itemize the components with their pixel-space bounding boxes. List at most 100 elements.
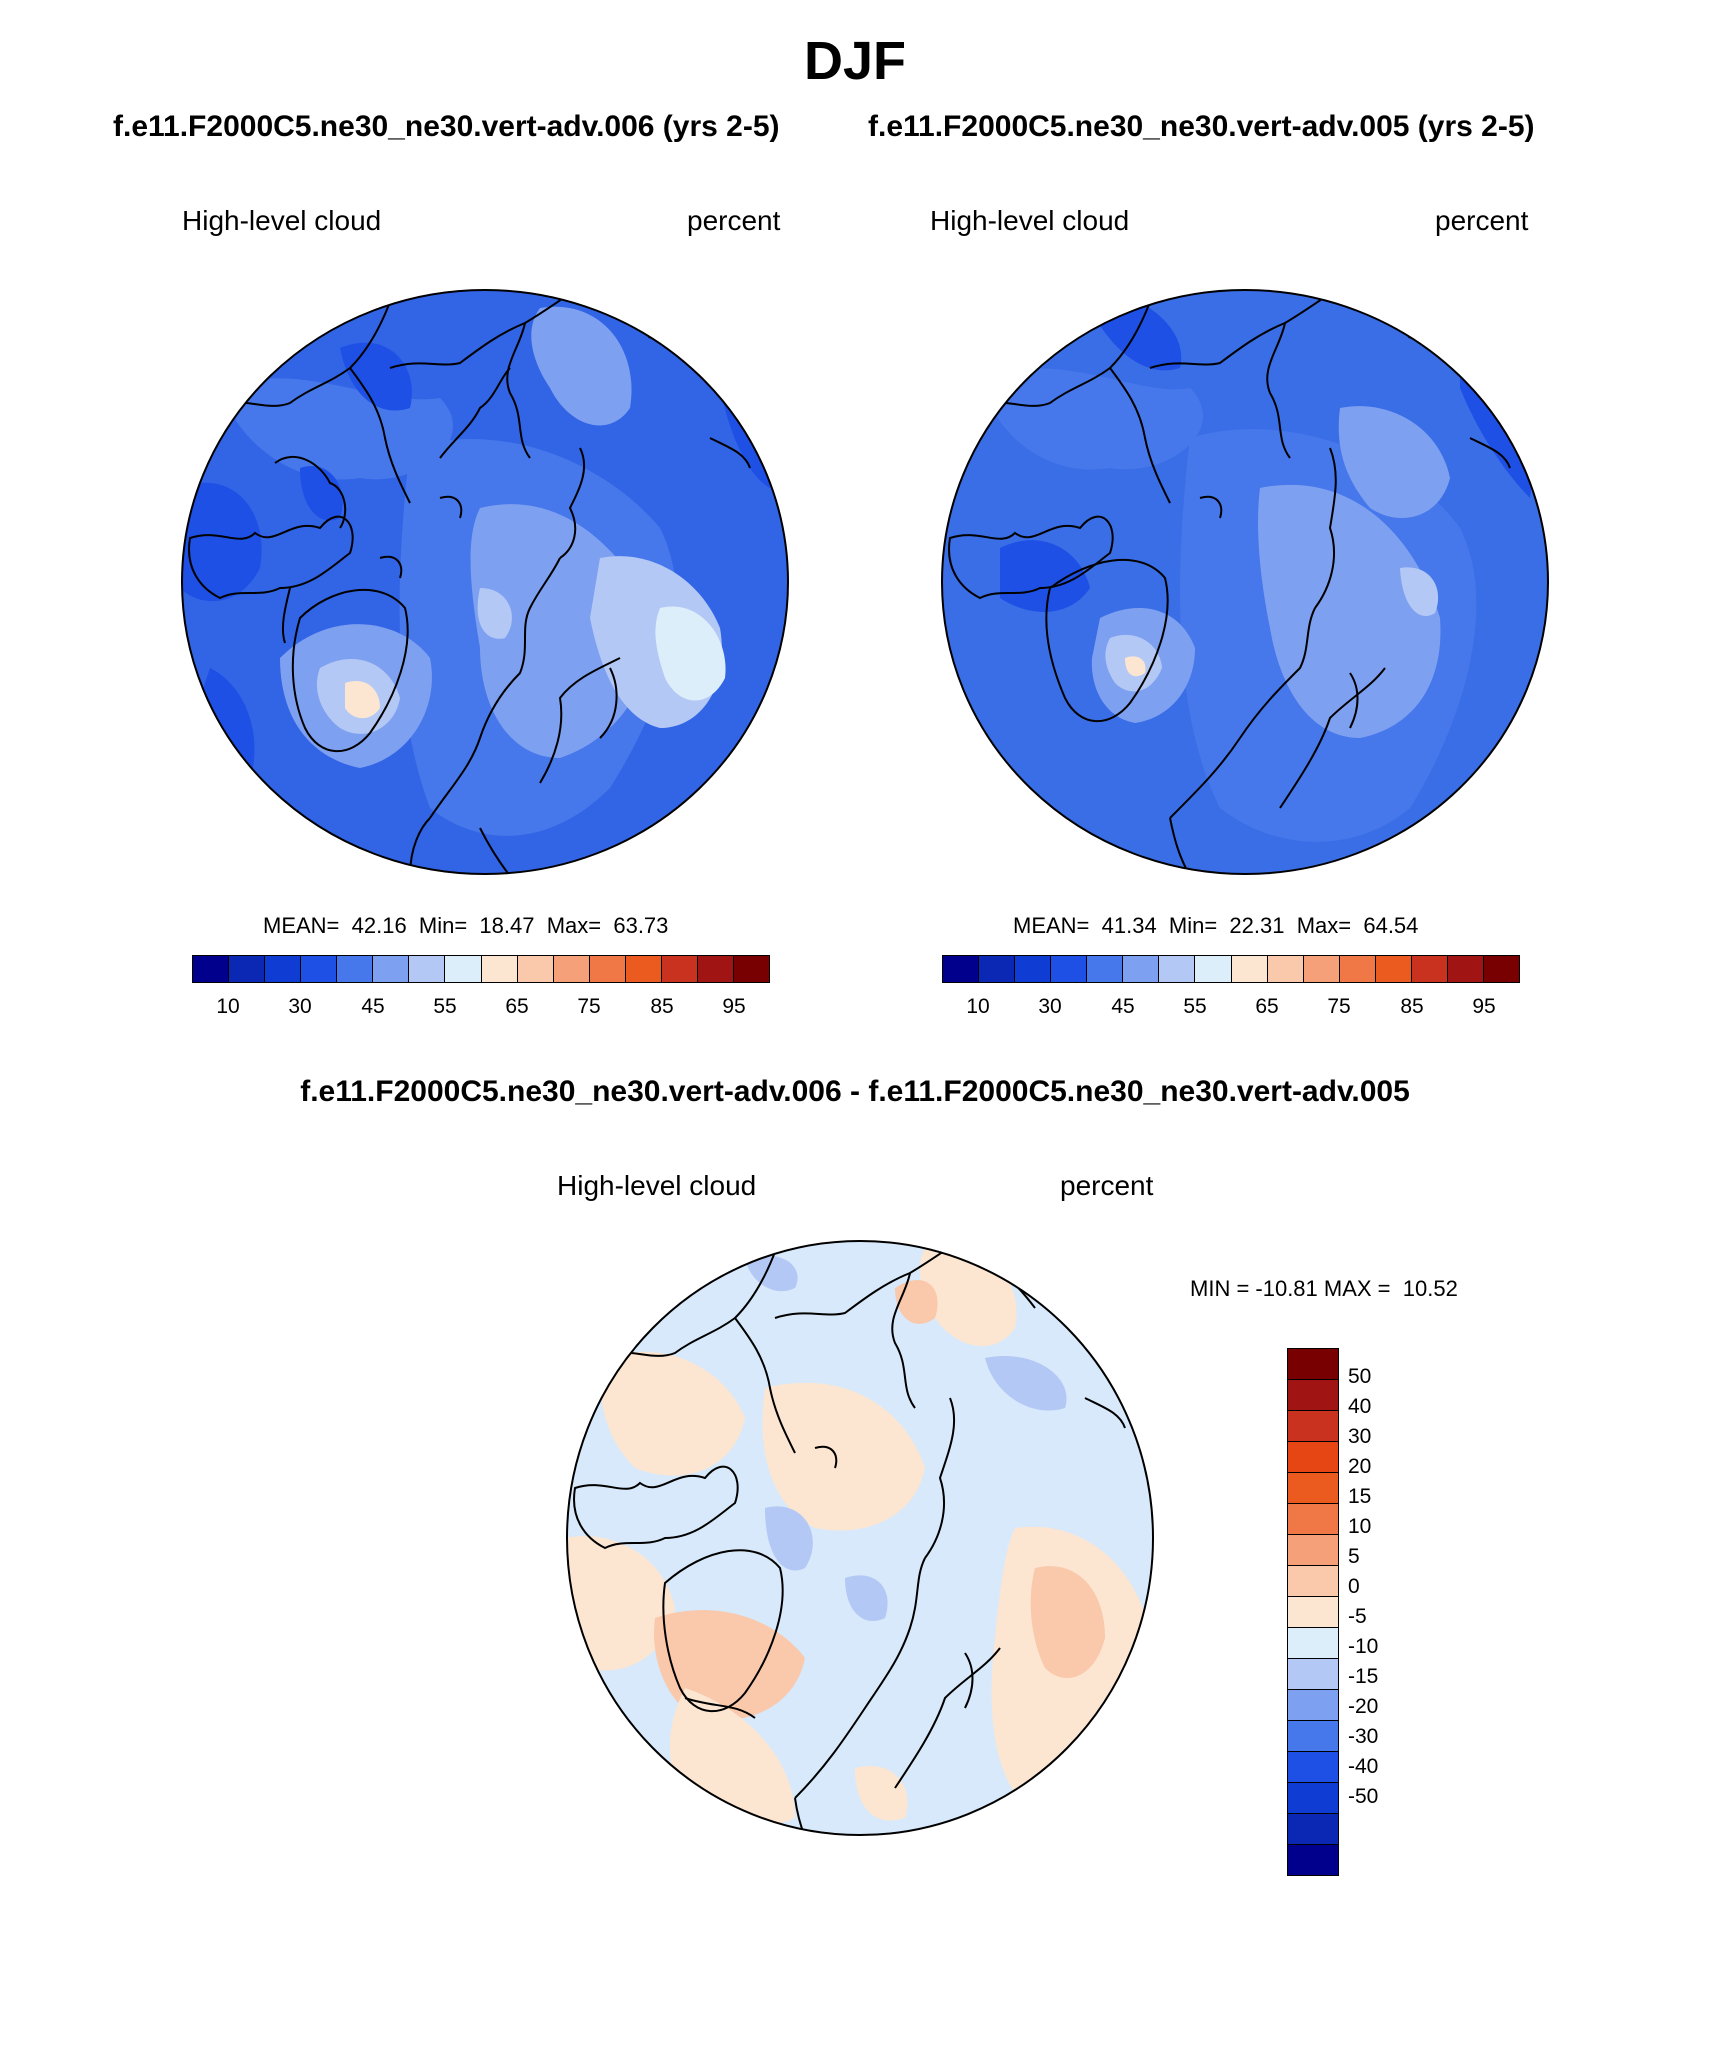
colorbar-tick-label: -40 <box>1348 1755 1379 1778</box>
colorbar-swatch <box>733 956 769 982</box>
colorbar-tick-label: -30 <box>1348 1725 1379 1748</box>
colorbar-tick-label: 15 <box>1348 1485 1372 1508</box>
colorbar-swatch <box>1195 956 1232 982</box>
colorbar-swatch <box>373 956 410 982</box>
difference-field-region <box>601 1351 745 1476</box>
main-title: DJF <box>803 31 906 91</box>
colorbar-swatch <box>1288 1442 1338 1473</box>
colorbar-swatch <box>1288 1690 1338 1721</box>
colorbar-tick-label: 95 <box>1472 995 1496 1018</box>
colorbar-tick-label: 55 <box>1183 995 1207 1018</box>
colorbar-swatch <box>1288 1814 1338 1845</box>
colorbar-swatch <box>445 956 482 982</box>
panel-1-field-region <box>655 606 726 701</box>
panel-1-field-region <box>182 482 262 601</box>
panel-1-field-region <box>300 466 343 521</box>
panel-2-field-region <box>1258 484 1441 738</box>
colorbar-tick-label: 30 <box>1348 1425 1372 1448</box>
colorbar-swatch <box>301 956 338 982</box>
colorbar-swatch <box>1288 1411 1338 1442</box>
panel-2-variable-label: High-level cloud <box>930 205 1130 236</box>
panel-1-colorbar <box>192 955 770 983</box>
colorbar-swatch <box>661 956 698 982</box>
colorbar-swatch <box>697 956 734 982</box>
colorbar-tick-label: 85 <box>650 995 674 1018</box>
colorbar-tick-label: -10 <box>1348 1635 1379 1658</box>
difference-field-region <box>765 1506 813 1571</box>
colorbar-swatch <box>1051 956 1088 982</box>
colorbar-tick-label: -50 <box>1348 1785 1379 1808</box>
colorbar-tick-label: 0 <box>1348 1575 1360 1598</box>
panel-1-variable-label: High-level cloud <box>182 205 382 236</box>
colorbar-swatch <box>193 956 230 982</box>
panel-1-polar-map <box>181 289 789 875</box>
difference-stats: MIN = -10.81 MAX = 10.52 <box>1190 1276 1458 1301</box>
colorbar-swatch <box>1123 956 1160 982</box>
colorbar-swatch <box>553 956 590 982</box>
colorbar-swatch <box>625 956 662 982</box>
colorbar-tick-label: 55 <box>433 995 457 1018</box>
panel-2-units-label: percent <box>1435 205 1529 236</box>
colorbar-swatch <box>1288 1721 1338 1752</box>
colorbar-tick-label: 45 <box>361 995 385 1018</box>
panel-2-coastlines <box>948 290 1511 874</box>
panel-1-field-region <box>345 680 380 719</box>
panel-2-field-region <box>1338 406 1450 518</box>
colorbar-swatch <box>943 956 980 982</box>
colorbar-tick-label: 5 <box>1348 1545 1360 1568</box>
panel-2-field-region <box>1000 540 1090 612</box>
colorbar-swatch <box>1288 1628 1338 1659</box>
colorbar-tick-label: 30 <box>288 995 312 1018</box>
colorbar-swatch <box>1411 956 1448 982</box>
panel-2-colorbar-ticks: 10 30 45 55 65 75 85 95 <box>942 995 1520 1025</box>
colorbar-swatch <box>1288 1783 1338 1814</box>
panel-2-colorbar <box>942 955 1520 983</box>
colorbar-swatch <box>1288 1535 1338 1566</box>
difference-colorbar <box>1287 1348 1339 1876</box>
colorbar-swatch <box>229 956 266 982</box>
panel-1-stats: MEAN= 42.16 Min= 18.47 Max= 63.73 <box>263 913 669 938</box>
colorbar-swatch <box>1288 1752 1338 1783</box>
colorbar-swatch <box>1288 1349 1338 1380</box>
colorbar-swatch <box>1288 1380 1338 1411</box>
colorbar-tick-label: 85 <box>1400 995 1424 1018</box>
colorbar-tick-label: 40 <box>1348 1395 1372 1418</box>
colorbar-swatch <box>1339 956 1376 982</box>
difference-field-region <box>745 1255 798 1292</box>
panel-2-stats: MEAN= 41.34 Min= 22.31 Max= 64.54 <box>1013 913 1419 938</box>
difference-field-region <box>855 1766 908 1821</box>
panel-1-colorbar-ticks: 10 30 45 55 65 75 85 95 <box>192 995 770 1025</box>
colorbar-swatch <box>1288 1659 1338 1690</box>
colorbar-swatch <box>1447 956 1484 982</box>
difference-map-boundary <box>566 1240 1154 1836</box>
panel-2-subtitle: f.e11.F2000C5.ne30_ne30.vert-adv.005 (yr… <box>868 110 1535 143</box>
colorbar-swatch <box>1267 956 1304 982</box>
colorbar-tick-label: 65 <box>1255 995 1279 1018</box>
panel-2-field-region <box>1125 656 1146 677</box>
colorbar-tick-label: 10 <box>966 995 990 1018</box>
difference-field-region <box>1030 1566 1105 1678</box>
colorbar-swatch <box>265 956 302 982</box>
difference-field-region <box>567 1536 675 1671</box>
colorbar-swatch <box>1288 1473 1338 1504</box>
colorbar-swatch <box>1015 956 1052 982</box>
panel-1-coastlines <box>188 290 751 874</box>
panel-1-units-label: percent <box>687 205 781 236</box>
colorbar-swatch <box>337 956 374 982</box>
colorbar-swatch <box>1288 1597 1338 1628</box>
panel-2-map-boundary <box>941 289 1549 875</box>
colorbar-tick-label: 30 <box>1038 995 1062 1018</box>
colorbar-swatch <box>1303 956 1340 982</box>
difference-units-label: percent <box>1060 1170 1154 1201</box>
difference-variable-label: High-level cloud <box>557 1170 757 1201</box>
colorbar-swatch <box>589 956 626 982</box>
colorbar-swatch <box>1483 956 1519 982</box>
colorbar-tick-label: 50 <box>1348 1365 1372 1388</box>
colorbar-tick-label: -5 <box>1348 1605 1367 1628</box>
difference-polar-map <box>566 1240 1154 1836</box>
colorbar-swatch <box>1288 1845 1338 1875</box>
colorbar-swatch <box>1159 956 1196 982</box>
colorbar-tick-label: 95 <box>722 995 746 1018</box>
colorbar-tick-label: 20 <box>1348 1455 1372 1478</box>
difference-field-region <box>985 1356 1067 1411</box>
